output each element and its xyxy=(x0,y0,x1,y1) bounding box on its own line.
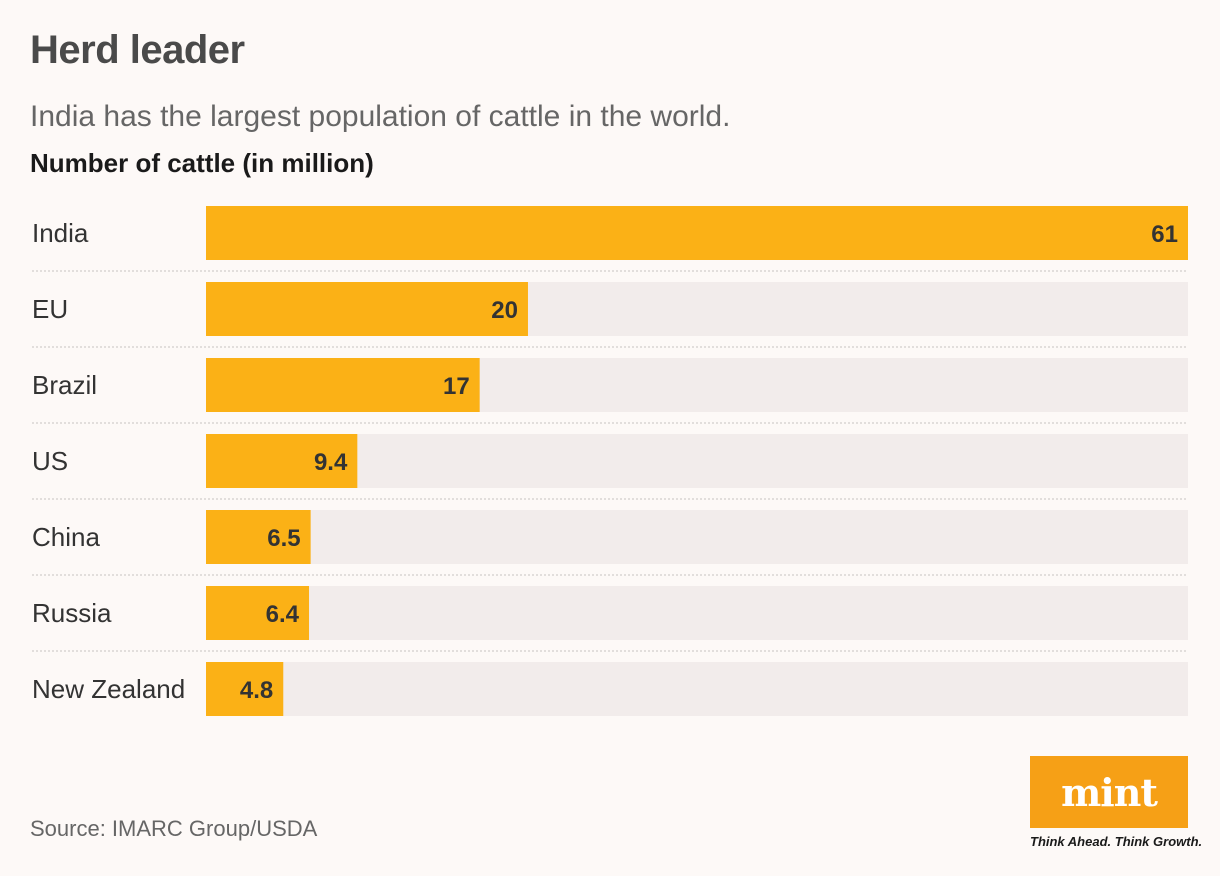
category-label: Russia xyxy=(32,598,112,628)
category-label: EU xyxy=(32,294,68,324)
value-label: 17 xyxy=(443,373,470,400)
bar-track xyxy=(206,434,1188,488)
category-label: Brazil xyxy=(32,370,97,400)
mint-logo: mint xyxy=(1030,756,1188,828)
bar-track xyxy=(206,510,1188,564)
value-label: 4.8 xyxy=(240,677,273,704)
chart-subtitle: India has the largest population of catt… xyxy=(30,100,731,133)
bar-us xyxy=(206,434,358,488)
bar-track xyxy=(206,662,1188,716)
bar-chart: India 61 EU 20 Brazil 17 US 9.4 China 6.5 Russia 6.… xyxy=(32,206,1188,716)
chart-unit-label: Number of cattle (in million) xyxy=(30,148,374,178)
value-label: 9.4 xyxy=(314,449,348,476)
value-label: 61 xyxy=(1151,221,1178,248)
bar-brazil xyxy=(206,358,480,412)
bar-russia xyxy=(206,586,310,640)
category-label: US xyxy=(32,446,68,476)
logo-wordmark: mint xyxy=(1061,769,1158,815)
category-label: China xyxy=(32,522,100,552)
source-note: Source: IMARC Group/USDA xyxy=(30,816,318,841)
bar-new-zealand xyxy=(206,662,284,716)
value-label: 6.5 xyxy=(267,525,300,552)
value-label: 20 xyxy=(491,297,518,324)
bar-track xyxy=(206,586,1188,640)
chart-title: Herd leader xyxy=(30,28,245,72)
logo-tagline: Think Ahead. Think Growth. xyxy=(1030,834,1203,849)
bar-china xyxy=(206,510,311,564)
category-label: India xyxy=(32,218,89,248)
category-label: New Zealand xyxy=(32,674,185,704)
value-label: 6.4 xyxy=(266,601,300,628)
bar-india xyxy=(206,206,1188,260)
bar-eu xyxy=(206,282,528,336)
